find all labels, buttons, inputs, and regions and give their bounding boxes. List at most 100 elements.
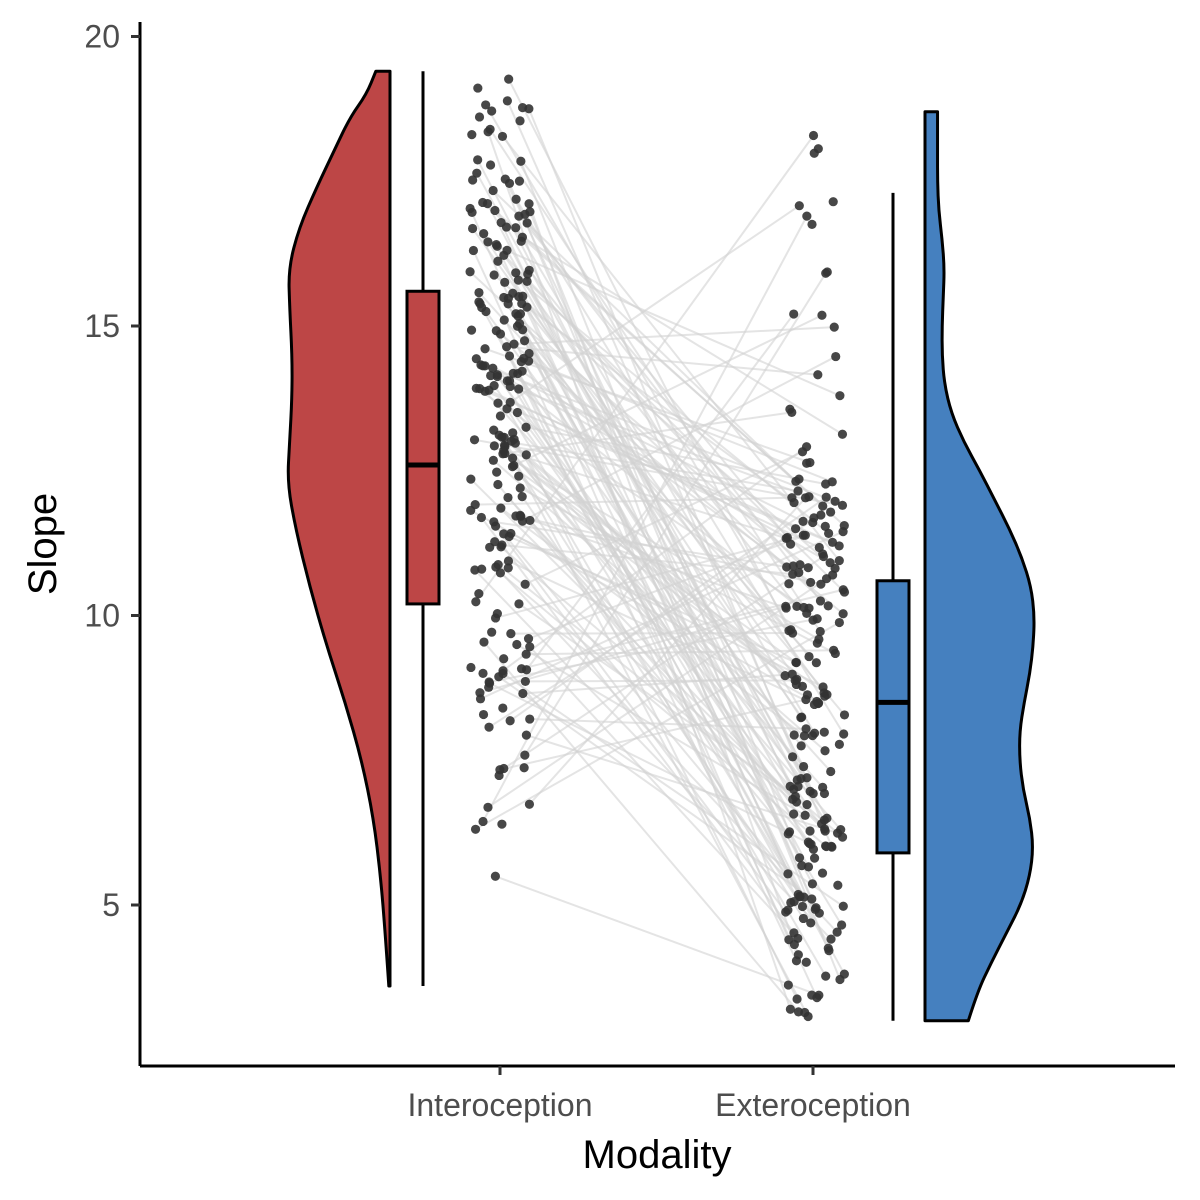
data-point-exteroception xyxy=(824,528,834,539)
data-point-exteroception xyxy=(818,549,828,559)
data-point-interoception xyxy=(492,609,502,619)
data-point-interoception xyxy=(469,435,480,445)
data-point-interoception xyxy=(497,131,508,142)
paired-line xyxy=(495,330,830,949)
data-point-interoception xyxy=(517,491,527,502)
paired-line xyxy=(480,516,795,934)
data-point-exteroception xyxy=(786,625,796,635)
data-point-exteroception xyxy=(796,741,806,751)
data-point-interoception xyxy=(502,245,512,255)
data-point-interoception xyxy=(524,799,535,809)
data-point-interoception xyxy=(511,268,521,278)
data-point-interoception xyxy=(499,654,509,664)
data-point-interoception xyxy=(515,116,525,126)
data-point-exteroception xyxy=(834,556,844,566)
data-point-exteroception xyxy=(822,267,832,277)
data-point-interoception xyxy=(515,510,525,521)
data-point-exteroception xyxy=(836,825,846,835)
data-point-interoception xyxy=(494,770,504,781)
y-tick-label: 10 xyxy=(84,598,120,634)
data-point-interoception xyxy=(515,483,525,493)
paired-line xyxy=(501,436,809,1017)
paired-line xyxy=(503,449,787,540)
data-point-exteroception xyxy=(792,601,802,611)
data-point-exteroception xyxy=(789,928,799,938)
data-point-interoception xyxy=(516,236,526,246)
data-point-exteroception xyxy=(799,731,810,741)
paired-line xyxy=(501,544,793,576)
box-exteroception xyxy=(875,579,911,855)
data-point-interoception xyxy=(488,363,498,373)
data-point-exteroception xyxy=(789,730,799,740)
data-point-interoception xyxy=(465,267,475,277)
data-point-interoception xyxy=(495,411,506,421)
paired-line xyxy=(499,572,827,847)
data-point-exteroception xyxy=(798,913,808,924)
data-point-interoception xyxy=(502,376,512,386)
data-point-interoception xyxy=(497,819,507,829)
data-point-interoception xyxy=(525,515,535,526)
paired-line xyxy=(516,411,808,806)
data-point-interoception xyxy=(487,627,497,637)
data-point-interoception xyxy=(473,83,483,93)
data-point-exteroception xyxy=(820,691,830,701)
data-point-interoception xyxy=(514,176,525,186)
data-point-exteroception xyxy=(781,601,791,611)
data-point-interoception xyxy=(516,664,527,674)
data-point-exteroception xyxy=(794,474,804,484)
data-point-exteroception xyxy=(806,839,816,849)
data-point-interoception xyxy=(485,542,495,552)
data-point-exteroception xyxy=(804,492,814,502)
data-point-exteroception xyxy=(830,496,840,506)
data-point-interoception xyxy=(479,637,489,647)
paired-line xyxy=(515,313,810,868)
data-point-exteroception xyxy=(787,669,797,679)
data-point-exteroception xyxy=(835,391,845,401)
data-point-interoception xyxy=(524,199,534,209)
data-point-interoception xyxy=(519,763,529,773)
data-point-interoception xyxy=(485,160,496,170)
paired-line xyxy=(492,367,808,615)
data-point-exteroception xyxy=(801,724,811,734)
data-point-interoception xyxy=(521,649,531,659)
data-point-exteroception xyxy=(806,577,816,588)
data-point-interoception xyxy=(497,432,507,442)
data-point-interoception xyxy=(503,299,513,309)
data-point-exteroception xyxy=(808,788,818,799)
data-point-interoception xyxy=(503,556,514,566)
data-point-exteroception xyxy=(835,974,845,985)
data-point-interoception xyxy=(471,597,481,607)
data-point-interoception xyxy=(470,824,481,834)
data-point-interoception xyxy=(514,471,524,481)
data-point-exteroception xyxy=(817,868,828,878)
data-point-exteroception xyxy=(821,492,831,502)
paired-line xyxy=(475,496,792,506)
data-point-interoception xyxy=(474,287,484,298)
data-point-interoception xyxy=(511,309,521,319)
x-axis-title: Modality xyxy=(583,1133,732,1177)
data-point-exteroception xyxy=(804,603,814,613)
paired-line xyxy=(517,388,812,924)
data-point-interoception xyxy=(495,568,506,578)
paired-line xyxy=(493,520,787,568)
data-point-interoception xyxy=(501,222,512,232)
data-point-interoception xyxy=(489,517,499,527)
data-point-exteroception xyxy=(820,826,830,836)
paired-line xyxy=(492,189,797,483)
data-point-interoception xyxy=(472,168,482,178)
data-point-interoception xyxy=(522,276,532,286)
data-point-interoception xyxy=(481,100,491,110)
data-point-exteroception xyxy=(827,477,837,487)
data-point-exteroception xyxy=(796,774,806,784)
data-point-interoception xyxy=(486,370,496,381)
data-point-exteroception xyxy=(806,918,816,928)
paired-line xyxy=(500,507,806,737)
data-point-exteroception xyxy=(839,521,849,531)
y-ticks-layer: 5 10 15 20 xyxy=(84,19,140,923)
data-point-exteroception xyxy=(788,561,798,571)
data-point-interoception xyxy=(492,467,502,477)
data-point-exteroception xyxy=(814,990,824,1000)
data-point-exteroception xyxy=(825,558,835,568)
data-point-exteroception xyxy=(787,493,797,503)
data-point-exteroception xyxy=(811,658,821,668)
